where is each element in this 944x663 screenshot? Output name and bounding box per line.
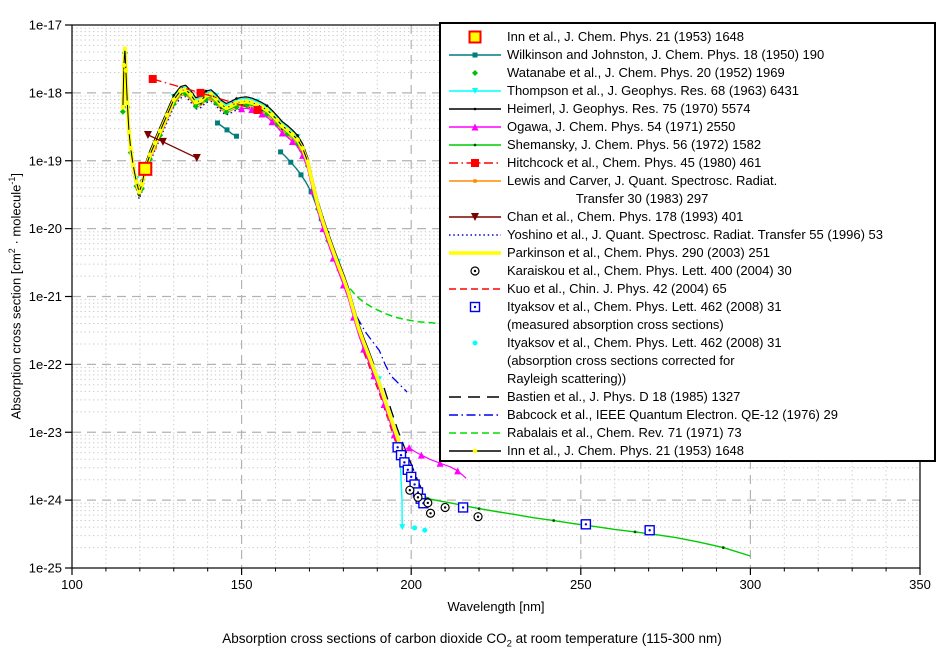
legend-entry-kuo-2004: Kuo et al., Chin. J. Phys. 42 (2004) 65 [443,280,932,298]
series-parkinson-2003 [121,47,407,456]
x-tick-label: 150 [231,577,253,592]
series-inn-1953-line [120,46,311,195]
x-tick-label: 250 [570,577,592,592]
legend-label-karaiskou-2004: Karaiskou et al., Chem. Phys. Lett. 400 … [507,263,792,278]
legend-entry-watanabe-1952: Watanabe et al., J. Chem. Phys. 20 (1952… [443,64,932,82]
series-inn-1953-marker [138,161,153,176]
legend-entry-heimerl-1970: Heimerl, J. Geophys. Res. 75 (1970) 5574 [443,100,932,118]
series-ityaksov-2008-corrected [412,525,428,533]
legend-swatch-parkinson-2003 [443,244,507,262]
legend-label-thompson-1963: Thompson et al., J. Geophys. Res. 68 (19… [507,83,799,98]
axes: 100 150 200 250 300 350 1e-17 1e-18 1e-19 1e-20 1e… [29,18,931,593]
legend-entry-hitchcock-1980: Hitchcock et al., Chem. Phys. 45 (1980) … [443,154,932,172]
legend-box: Inn et al., J. Chem. Phys. 21 (1953) 164… [439,22,936,462]
legend-label-inn-1953-line: Inn et al., J. Chem. Phys. 21 (1953) 164… [507,443,745,458]
legend-entry-inn-1953-marker: Inn et al., J. Chem. Phys. 21 (1953) 164… [443,28,932,46]
y-tick-label: 1e-21 [29,289,62,304]
legend-entry-rabalais-1971: Rabalais et al., Chem. Rev. 71 (1971) 73 [443,424,932,442]
legend-label-wilkinson-johnston-1950: Wilkinson and Johnston, J. Chem. Phys. 1… [507,47,825,62]
series-karaiskou-2004 [405,485,483,522]
legend-swatch-wilkinson-johnston-1950 [443,46,507,64]
legend-entry-ityaksov-2008-corrected: Ityaksov et al., Chem. Phys. Lett. 462 (… [443,334,932,388]
legend-swatch-ityaksov-2008-measured [443,298,507,316]
legend-swatch-chan-1993 [443,208,507,226]
x-tick-label: 200 [400,577,422,592]
legend-entry-parkinson-2003: Parkinson et al., Chem. Phys. 290 (2003)… [443,244,932,262]
series-rabalais-1971 [342,279,446,326]
legend-swatch-shemansky-1972 [443,136,507,154]
legend-swatch-karaiskou-2004 [443,262,507,280]
legend-label-lewis-carver-1983: Lewis and Carver, J. Quant. Spectrosc. R… [507,173,778,206]
legend-label-watanabe-1952: Watanabe et al., J. Chem. Phys. 20 (1952… [507,65,785,80]
legend-entry-ogawa-1971: Ogawa, J. Chem. Phys. 54 (1971) 2550 [443,118,932,136]
series-hitchcock-1980 [148,75,262,114]
legend-label-ityaksov-2008-measured: Ityaksov et al., Chem. Phys. Lett. 462 (… [507,299,782,332]
legend-swatch-yoshino-1996 [443,226,507,244]
legend-entry-wilkinson-johnston-1950: Wilkinson and Johnston, J. Chem. Phys. 1… [443,46,932,64]
legend-entry-inn-1953-line: Inn et al., J. Chem. Phys. 21 (1953) 164… [443,442,932,460]
legend-label-ityaksov-2008-corrected: Ityaksov et al., Chem. Phys. Lett. 462 (… [507,335,782,386]
y-tick-label: 1e-19 [29,153,62,168]
legend-entry-shemansky-1972: Shemansky, J. Chem. Phys. 56 (1972) 1582 [443,136,932,154]
legend-entry-thompson-1963: Thompson et al., J. Geophys. Res. 68 (19… [443,82,932,100]
legend-swatch-rabalais-1971 [443,424,507,442]
legend-label-yoshino-1996: Yoshino et al., J. Quant. Spectrosc. Rad… [507,227,884,242]
y-tick-label: 1e-17 [29,18,62,33]
y-tick-label: 1e-25 [29,561,62,576]
legend-label-ogawa-1971: Ogawa, J. Chem. Phys. 54 (1971) 2550 [507,119,736,134]
legend-swatch-inn-1953-marker [443,28,507,46]
legend-swatch-watanabe-1952 [443,64,507,82]
legend-swatch-ityaksov-2008-corrected [443,334,507,352]
y-axis-title: Absorption cross section [cm2 · molecule… [6,172,24,420]
legend-swatch-heimerl-1970 [443,100,507,118]
legend-label-shemansky-1972: Shemansky, J. Chem. Phys. 56 (1972) 1582 [507,137,762,152]
legend-swatch-thompson-1963 [443,82,507,100]
x-axis-title: Wavelength [nm] [447,599,545,614]
legend-label-babcock-1976: Babcock et al., IEEE Quantum Electron. Q… [507,407,838,422]
legend-swatch-lewis-carver-1983 [443,172,507,190]
legend-swatch-ogawa-1971 [443,118,507,136]
series-ogawa-1971 [238,105,467,479]
series-babcock-1976 [356,316,408,393]
legend-entry-yoshino-1996: Yoshino et al., J. Quant. Spectrosc. Rad… [443,226,932,244]
chart-title: Absorption cross sections of carbon diox… [222,631,722,650]
legend-swatch-hitchcock-1980 [443,154,507,172]
legend-entry-chan-1993: Chan et al., Chem. Phys. 178 (1993) 401 [443,208,932,226]
y-tick-label: 1e-23 [29,425,62,440]
series-lewis-carver-1983 [134,92,411,472]
legend-swatch-kuo-2004 [443,280,507,298]
x-tick-label: 100 [61,577,83,592]
legend-label-chan-1993: Chan et al., Chem. Phys. 178 (1993) 401 [507,209,744,224]
legend-label-kuo-2004: Kuo et al., Chin. J. Phys. 42 (2004) 65 [507,281,727,296]
legend-label-hitchcock-1980: Hitchcock et al., Chem. Phys. 45 (1980) … [507,155,762,170]
legend-entry-bastien-1985: Bastien et al., J. Phys. D 18 (1985) 132… [443,388,932,406]
legend-label-heimerl-1970: Heimerl, J. Geophys. Res. 75 (1970) 5574 [507,101,751,116]
legend-label-rabalais-1971: Rabalais et al., Chem. Rev. 71 (1971) 73 [507,425,742,440]
legend-entry-babcock-1976: Babcock et al., IEEE Quantum Electron. Q… [443,406,932,424]
series-thompson-1963 [133,85,406,531]
y-tick-label: 1e-20 [29,221,62,236]
legend-swatch-inn-1953-line [443,442,507,460]
y-tick-label: 1e-18 [29,85,62,100]
x-tick-label: 350 [909,577,931,592]
series-yoshino-1996 [132,95,329,244]
legend-swatch-bastien-1985 [443,388,507,406]
series-bastien-1985 [383,387,431,506]
legend-swatch-babcock-1976 [443,406,507,424]
y-tick-label: 1e-24 [29,493,62,508]
legend-entry-ityaksov-2008-measured: Ityaksov et al., Chem. Phys. Lett. 462 (… [443,298,932,334]
series-chan-1993 [143,130,201,162]
y-tick-label: 1e-22 [29,357,62,372]
legend-entry-lewis-carver-1983: Lewis and Carver, J. Quant. Spectrosc. R… [443,172,932,208]
legend-label-parkinson-2003: Parkinson et al., Chem. Phys. 290 (2003)… [507,245,771,260]
legend-label-bastien-1985: Bastien et al., J. Phys. D 18 (1985) 132… [507,389,741,404]
legend-entry-karaiskou-2004: Karaiskou et al., Chem. Phys. Lett. 400 … [443,262,932,280]
legend-label-inn-1953-marker: Inn et al., J. Chem. Phys. 21 (1953) 164… [507,29,745,44]
x-tick-label: 300 [740,577,762,592]
